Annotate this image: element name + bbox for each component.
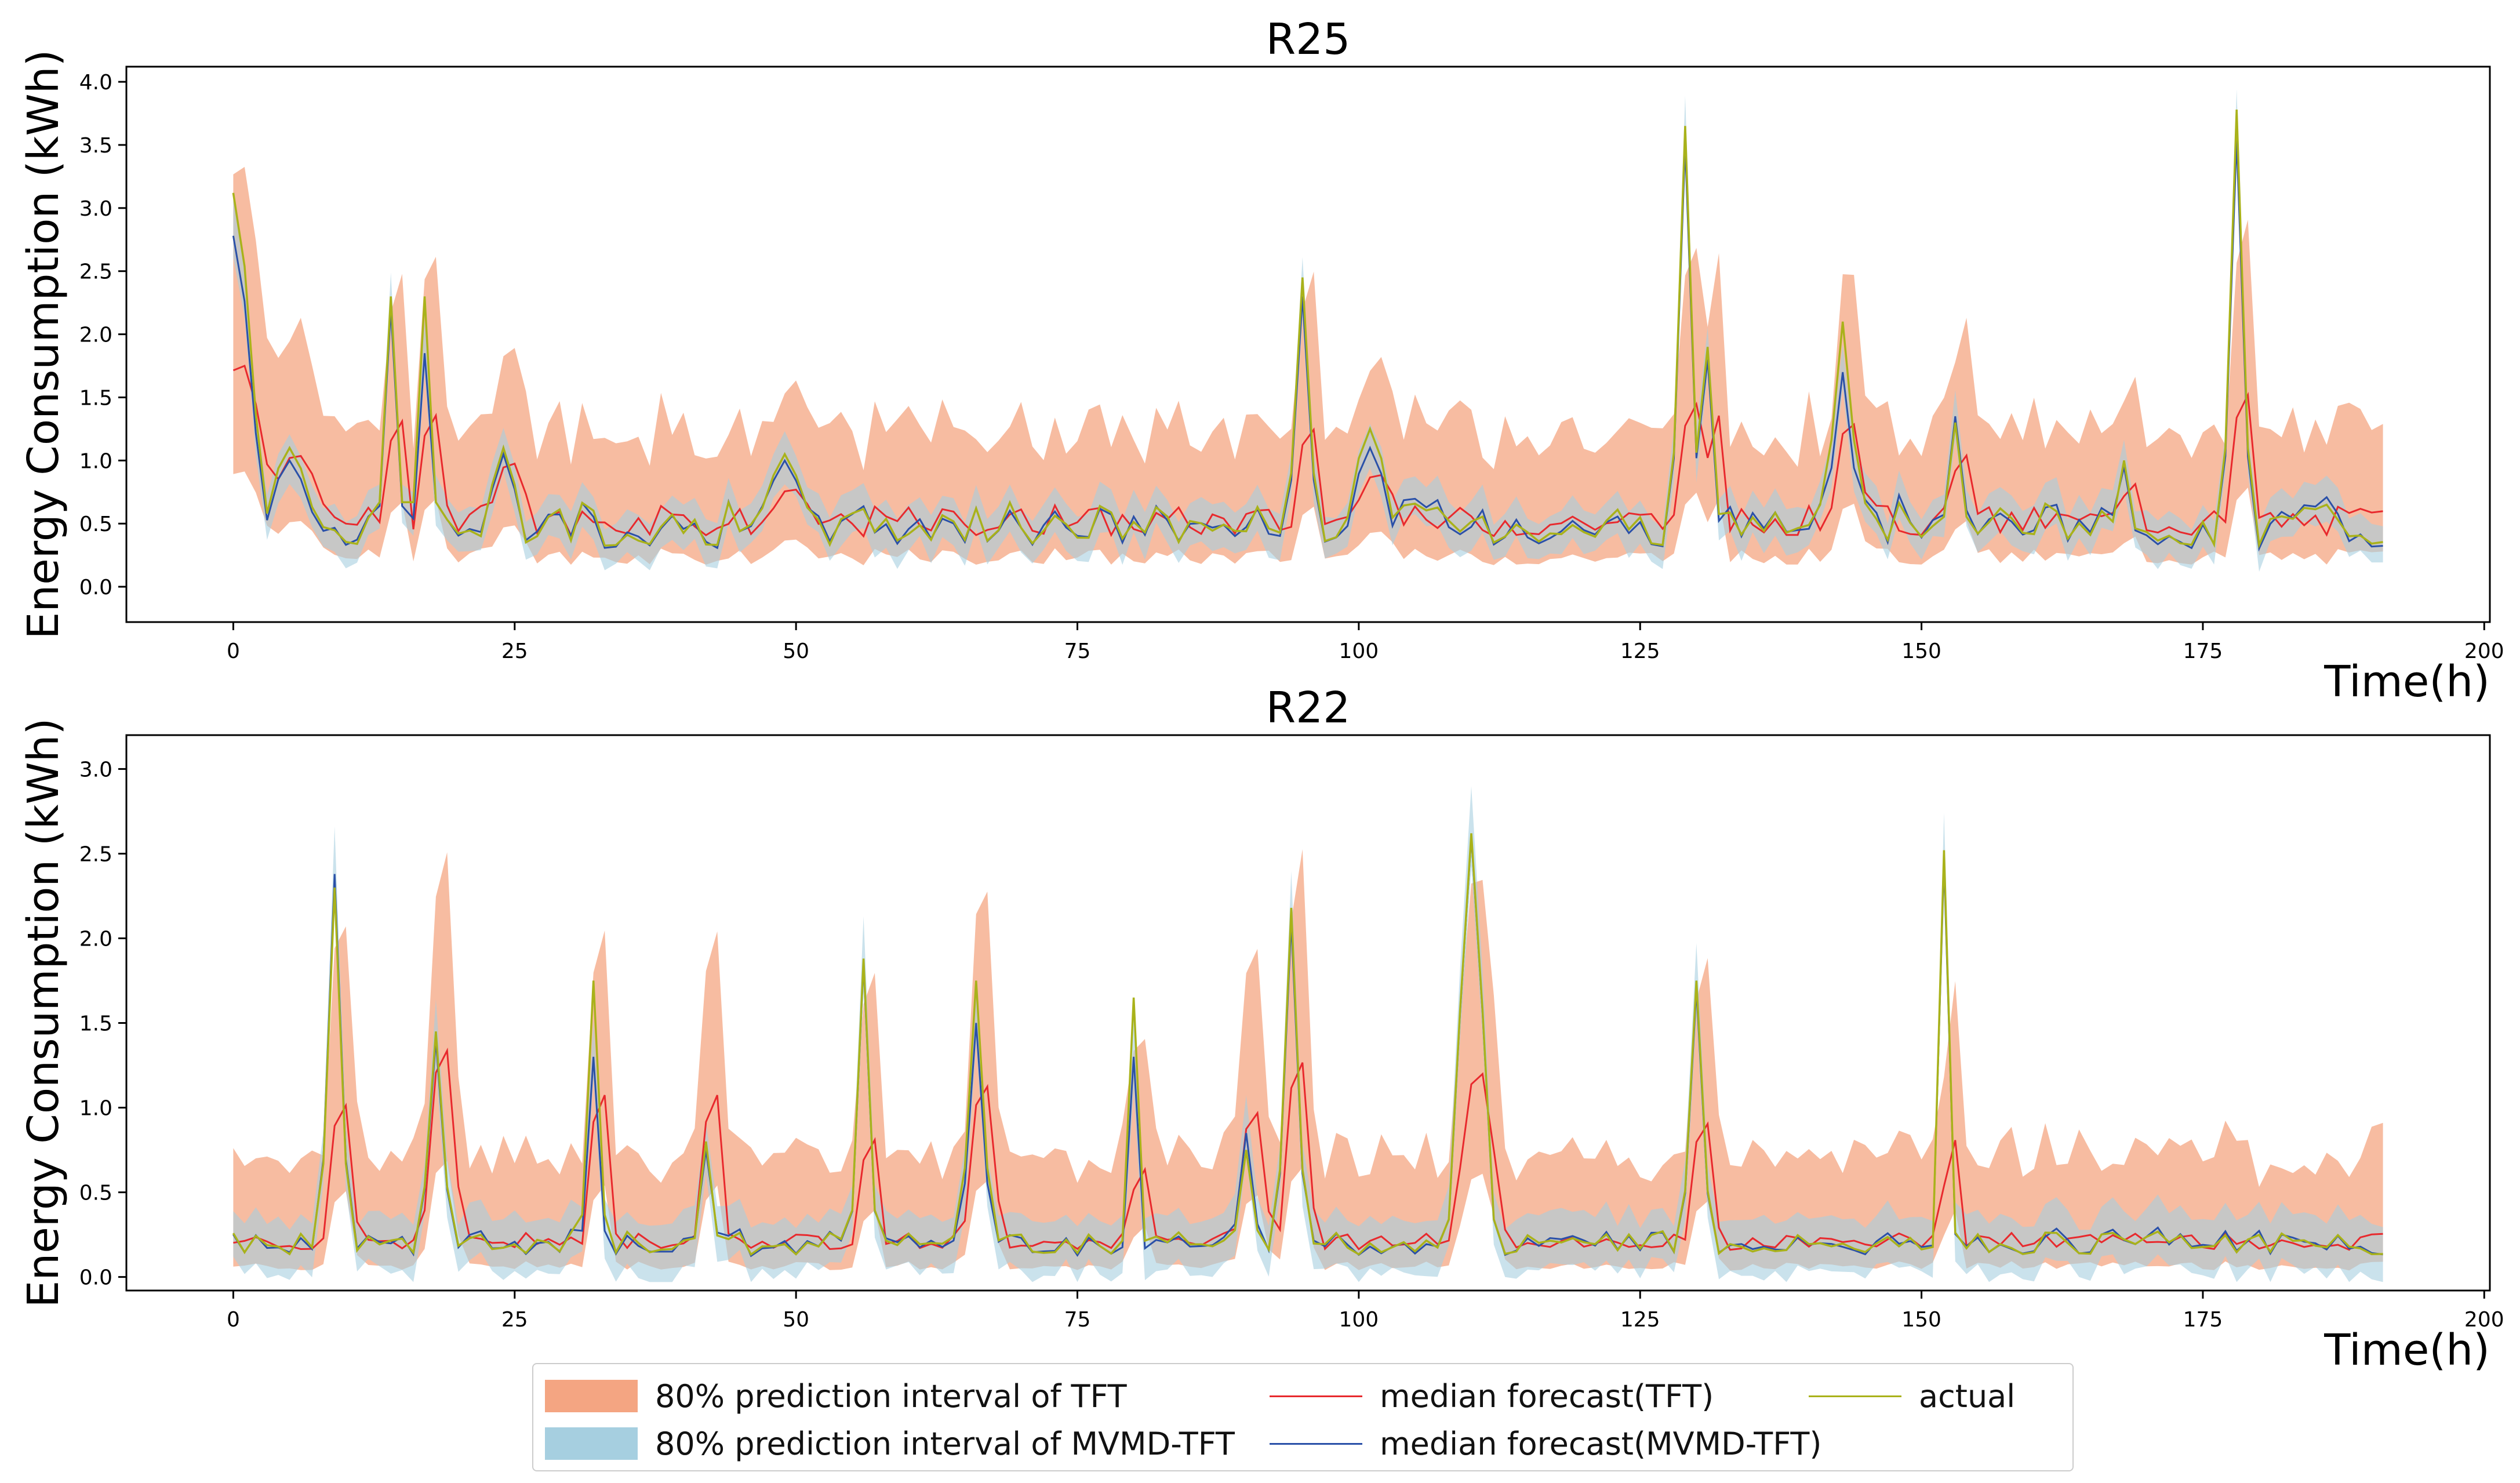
y-tick-label: 3.0 xyxy=(79,197,112,221)
legend-item-tft-interval: 80% prediction interval of TFT xyxy=(545,1376,1127,1416)
y-tick-label: 2.0 xyxy=(79,927,112,951)
chart-title: R22 xyxy=(1266,683,1351,733)
legend-line-tft-median xyxy=(1270,1395,1362,1397)
legend-item-actual: actual xyxy=(1809,1376,2015,1416)
x-tick-label: 100 xyxy=(1339,1308,1379,1332)
band-mvmd-interval xyxy=(233,786,2383,1282)
legend-item-mvmd-median: median forecast(MVMD-TFT) xyxy=(1270,1423,1821,1464)
legend-label-actual: actual xyxy=(1919,1377,2016,1415)
band-tft-interval xyxy=(233,849,2383,1271)
x-tick-label: 200 xyxy=(2464,1308,2504,1332)
line-tft-median xyxy=(233,1047,2383,1251)
x-tick-label: 125 xyxy=(1620,1308,1660,1332)
chart-title: R25 xyxy=(1266,14,1351,64)
axes-frame xyxy=(125,734,2491,1292)
legend-label-mvmd-median: median forecast(MVMD-TFT) xyxy=(1380,1425,1822,1462)
subplot-r25: 0 25 50 75 100 125 150 175 200 0.0 0.5 1.0 1.5 2.0 2.5… xyxy=(19,14,2504,707)
y-tick-label: 0.0 xyxy=(79,576,112,599)
x-tick-label: 150 xyxy=(1901,639,1941,663)
x-tick-label: 125 xyxy=(1620,639,1660,663)
y-tick-label: 2.5 xyxy=(79,260,112,284)
legend-swatch-mvmd-interval xyxy=(545,1427,638,1460)
band-mvmd-interval xyxy=(233,89,2383,572)
y-tick-label: 3.0 xyxy=(79,758,112,782)
legend-line-actual xyxy=(1809,1395,1901,1397)
x-tick-label: 50 xyxy=(783,639,809,663)
y-tick-label: 2.5 xyxy=(79,842,112,866)
y-tick-label: 1.5 xyxy=(79,386,112,410)
y-axis-label: Energy Consumption (kWh) xyxy=(19,718,68,1308)
legend-label-tft-interval: 80% prediction interval of TFT xyxy=(655,1377,1127,1415)
x-tick-label: 75 xyxy=(1064,639,1091,663)
x-tick-label: 0 xyxy=(227,639,240,663)
x-tick-label: 25 xyxy=(501,639,528,663)
x-tick-label: 100 xyxy=(1339,639,1379,663)
line-tft-median xyxy=(232,364,2383,538)
legend-label-tft-median: median forecast(TFT) xyxy=(1380,1377,1714,1415)
x-tick-label: 175 xyxy=(2183,1308,2223,1332)
legend-item-mvmd-interval: 80% prediction interval of MVMD-TFT xyxy=(545,1423,1235,1464)
y-tick-label: 3.5 xyxy=(79,134,112,158)
y-tick-label: 4.0 xyxy=(79,71,112,94)
legend: 80% prediction interval of TFT 80% predi… xyxy=(532,1363,2074,1471)
x-tick-label: 175 xyxy=(2183,639,2223,663)
y-tick-label: 0.5 xyxy=(79,512,112,536)
line-actual xyxy=(232,833,2383,1256)
x-axis-label: Time(h) xyxy=(2323,1325,2490,1375)
y-tick-label: 1.0 xyxy=(79,1097,112,1121)
subplot-r22: 0 25 50 75 100 125 150 175 200 0.0 0.5 1.0 1.5 2.0 2.5… xyxy=(19,683,2504,1375)
x-tick-label: 150 xyxy=(1901,1308,1941,1332)
x-tick-label: 75 xyxy=(1064,1308,1091,1332)
line-actual xyxy=(232,109,2383,549)
y-tick-label: 0.0 xyxy=(79,1266,112,1290)
axes-frame xyxy=(125,66,2491,623)
legend-swatch-tft-interval xyxy=(545,1380,638,1412)
x-axis-label: Time(h) xyxy=(2323,657,2490,707)
y-tick-label: 0.5 xyxy=(79,1182,112,1205)
x-tick-label: 25 xyxy=(501,1308,528,1332)
y-tick-label: 2.0 xyxy=(79,324,112,347)
x-tick-label: 200 xyxy=(2464,639,2504,663)
x-tick-label: 50 xyxy=(783,1308,809,1332)
y-tick-label: 1.0 xyxy=(79,449,112,473)
legend-item-tft-median: median forecast(TFT) xyxy=(1270,1376,1714,1416)
x-tick-label: 0 xyxy=(227,1308,240,1332)
legend-line-mvmd-median xyxy=(1270,1442,1362,1445)
y-axis-label: Energy Consumption (kWh) xyxy=(19,50,68,639)
legend-label-mvmd-interval: 80% prediction interval of MVMD-TFT xyxy=(655,1425,1235,1462)
y-tick-label: 1.5 xyxy=(79,1012,112,1036)
